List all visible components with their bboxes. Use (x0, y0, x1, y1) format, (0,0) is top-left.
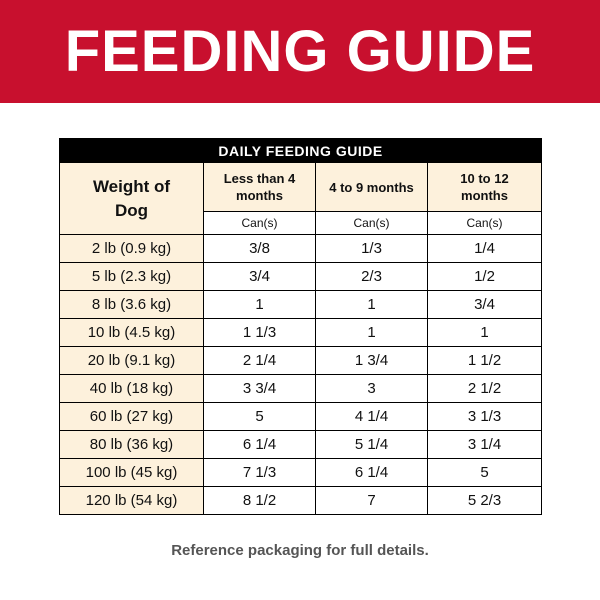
weight-cell: 80 lb (36 kg) (59, 430, 204, 459)
unit-label: Can(s) (203, 211, 316, 235)
weight-cell: 120 lb (54 kg) (59, 486, 204, 515)
amount-cell: 3/8 (203, 234, 316, 263)
amount-cell: 7 (315, 486, 428, 515)
amount-cell: 1 3/4 (315, 346, 428, 375)
amount-cell: 4 1/4 (315, 402, 428, 431)
unit-label: Can(s) (315, 211, 428, 235)
table-row: 8 lb (3.6 kg) 1 1 3/4 (59, 290, 542, 319)
weight-cell: 2 lb (0.9 kg) (59, 234, 204, 263)
amount-cell: 1 (315, 318, 428, 347)
table-row: 20 lb (9.1 kg) 2 1/4 1 3/4 1 1/2 (59, 346, 542, 375)
amount-cell: 1 (203, 290, 316, 319)
amount-cell: 5 1/4 (315, 430, 428, 459)
title: FEEDING GUIDE (64, 19, 536, 84)
weight-cell: 8 lb (3.6 kg) (59, 290, 204, 319)
table-row: 80 lb (36 kg) 6 1/4 5 1/4 3 1/4 (59, 430, 542, 459)
amount-cell: 1 1/3 (203, 318, 316, 347)
table-row: 5 lb (2.3 kg) 3/4 2/3 1/2 (59, 262, 542, 291)
amount-cell: 7 1/3 (203, 458, 316, 487)
table-row: 2 lb (0.9 kg) 3/8 1/3 1/4 (59, 234, 542, 263)
amount-cell: 5 (427, 458, 542, 487)
column-row: Weight of Dog Less than 4 months 4 to 9 mo… (59, 162, 542, 235)
table-row: 10 lb (4.5 kg) 1 1/3 1 1 (59, 318, 542, 347)
amount-cell: 6 1/4 (203, 430, 316, 459)
amount-cell: 1/2 (427, 262, 542, 291)
column-header: Less than 4 months (203, 162, 316, 212)
footer-note: Reference packaging for full details. (171, 542, 429, 559)
amount-cell: 5 2/3 (427, 486, 542, 515)
amount-cell: 8 1/2 (203, 486, 316, 515)
unit-row: Can(s) Can(s) Can(s) (60, 211, 542, 235)
corner-header: Weight of Dog (59, 162, 204, 235)
amount-cell: 2 1/4 (203, 346, 316, 375)
table-row: 120 lb (54 kg) 8 1/2 7 5 2/3 (59, 486, 542, 515)
table-row: 40 lb (18 kg) 3 3/4 3 2 1/2 (59, 374, 542, 403)
table-row: 60 lb (27 kg) 5 4 1/4 3 1/3 (59, 402, 542, 431)
amount-cell: 1/4 (427, 234, 542, 263)
weight-cell: 60 lb (27 kg) (59, 402, 204, 431)
amount-cell: 6 1/4 (315, 458, 428, 487)
amount-cell: 3 3/4 (203, 374, 316, 403)
feeding-table: DAILY FEEDING GUIDE Weight of Dog Less th… (59, 138, 542, 515)
banner (0, 0, 600, 103)
amount-cell: 5 (203, 402, 316, 431)
caption: DAILY FEEDING GUIDE (59, 138, 542, 163)
amount-cell: 1 (315, 290, 428, 319)
amount-cell: 2 1/2 (427, 374, 542, 403)
amount-cell: 1/3 (315, 234, 428, 263)
table-body: 2 lb (0.9 kg) 3/8 1/3 1/4 5 lb (2.3 kg) 3/4 2/… (59, 234, 542, 515)
amount-cell: 2/3 (315, 262, 428, 291)
amount-cell: 1 (427, 318, 542, 347)
amount-cell: 3 1/4 (427, 430, 542, 459)
weight-cell: 5 lb (2.3 kg) (59, 262, 204, 291)
unit-label: Can(s) (427, 211, 542, 235)
amount-cell: 3 (315, 374, 428, 403)
column-header: 10 to 12 months (427, 162, 542, 212)
weight-cell: 40 lb (18 kg) (59, 374, 204, 403)
amount-cell: 3/4 (203, 262, 316, 291)
caption-row: DAILY FEEDING GUIDE (59, 138, 542, 163)
column-header: 4 to 9 months (315, 162, 428, 212)
weight-cell: 100 lb (45 kg) (59, 458, 204, 487)
weight-cell: 20 lb (9.1 kg) (59, 346, 204, 375)
amount-cell: 1 1/2 (427, 346, 542, 375)
weight-cell: 10 lb (4.5 kg) (59, 318, 204, 347)
amount-cell: 3/4 (427, 290, 542, 319)
table-row: 100 lb (45 kg) 7 1/3 6 1/4 5 (59, 458, 542, 487)
table-head: DAILY FEEDING GUIDE Weight of Dog Less th… (59, 138, 542, 235)
amount-cell: 3 1/3 (427, 402, 542, 431)
